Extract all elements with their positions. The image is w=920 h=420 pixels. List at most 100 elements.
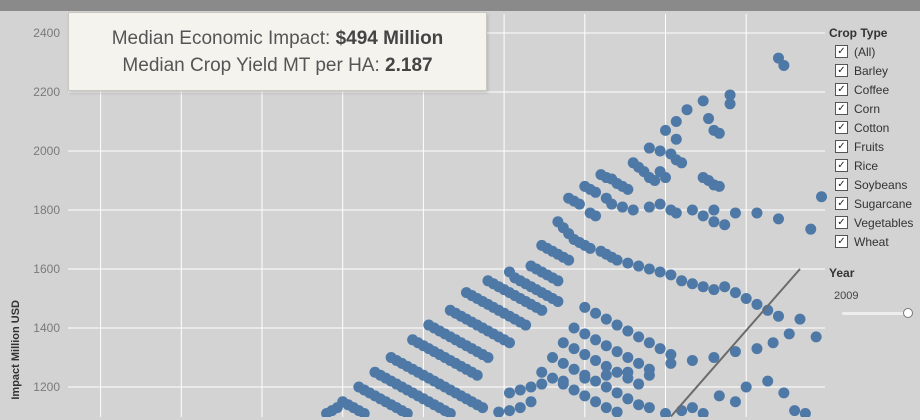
data-point xyxy=(778,59,790,71)
filter-item[interactable]: ✓ Fruits xyxy=(829,137,920,156)
filter-item[interactable]: ✓ Vegetables xyxy=(829,213,920,232)
y-tick-label: 2400 xyxy=(33,26,60,40)
filter-item-label: Wheat xyxy=(854,234,889,249)
filter-item[interactable]: ✓ Rice xyxy=(829,156,920,175)
filter-item-label: Cotton xyxy=(854,120,890,135)
data-point xyxy=(697,210,709,222)
filter-item[interactable]: ✓ Soybeans xyxy=(829,175,920,194)
filter-list: ✓ (All) ✓ Barley ✓ Coffee ✓ Corn ✓ Cotton ✓ Fruits ✓… xyxy=(829,42,920,251)
data-point xyxy=(713,390,725,402)
data-point xyxy=(622,325,634,337)
data-point xyxy=(627,204,639,216)
data-point xyxy=(590,396,602,408)
y-tick-label: 1400 xyxy=(33,321,60,335)
data-point xyxy=(729,207,741,219)
data-point xyxy=(579,369,591,381)
checkbox[interactable]: ✓ xyxy=(835,178,848,191)
grid xyxy=(68,14,825,417)
data-point xyxy=(686,402,698,414)
data-point xyxy=(740,381,752,393)
data-point xyxy=(665,357,677,369)
checkbox[interactable]: ✓ xyxy=(835,64,848,77)
data-point xyxy=(557,378,569,390)
data-point xyxy=(536,304,548,316)
data-point xyxy=(600,360,612,372)
data-point xyxy=(708,216,720,228)
data-point xyxy=(724,89,736,101)
data-point xyxy=(724,98,736,110)
data-point xyxy=(778,387,790,399)
data-point xyxy=(471,369,483,381)
data-point xyxy=(643,337,655,349)
data-point xyxy=(713,180,725,192)
data-point xyxy=(606,173,618,185)
data-point xyxy=(622,372,634,384)
data-point xyxy=(493,406,505,417)
data-point xyxy=(590,186,602,198)
checkbox[interactable]: ✓ xyxy=(835,216,848,229)
filter-item-label: (All) xyxy=(854,44,876,59)
data-point xyxy=(805,223,817,235)
checkbox[interactable]: ✓ xyxy=(835,102,848,115)
data-point xyxy=(557,357,569,369)
filter-item[interactable]: ✓ Corn xyxy=(829,99,920,118)
data-point xyxy=(514,402,526,414)
data-point xyxy=(660,172,671,184)
y-axis-title: Impact Million USD xyxy=(10,300,22,400)
top-toolbar-strip xyxy=(0,0,920,11)
yield-value: 2.187 xyxy=(385,54,433,76)
data-point xyxy=(729,396,741,408)
filter-item[interactable]: ✓ (All) xyxy=(829,42,920,61)
checkbox[interactable]: ✓ xyxy=(835,197,848,210)
data-point xyxy=(708,204,720,216)
data-point xyxy=(590,210,602,222)
filter-item-label: Sugarcane xyxy=(854,196,913,211)
data-point xyxy=(665,269,677,281)
data-point xyxy=(536,366,548,378)
filter-item[interactable]: ✓ Sugarcane xyxy=(829,194,920,213)
data-point xyxy=(697,408,709,417)
data-point xyxy=(665,349,677,361)
data-point xyxy=(563,254,575,266)
checkbox[interactable]: ✓ xyxy=(835,83,848,96)
filter-item-label: Coffee xyxy=(854,82,890,97)
data-point xyxy=(654,343,666,355)
data-point xyxy=(358,408,370,417)
data-point xyxy=(477,402,489,414)
data-point xyxy=(649,175,661,186)
filter-item[interactable]: ✓ Cotton xyxy=(829,118,920,137)
checkbox[interactable]: ✓ xyxy=(835,140,848,153)
data-point xyxy=(444,408,456,417)
data-point xyxy=(622,352,634,363)
data-point xyxy=(686,204,698,216)
filter-item-label: Vegetables xyxy=(854,215,914,230)
data-point xyxy=(789,405,801,417)
data-point xyxy=(643,142,655,154)
filter-item[interactable]: ✓ Wheat xyxy=(829,232,920,251)
checkbox[interactable]: ✓ xyxy=(835,121,848,134)
year-slider-track[interactable] xyxy=(842,312,908,315)
data-point xyxy=(810,331,822,343)
data-point xyxy=(633,260,645,272)
data-point xyxy=(579,301,591,313)
filter-item[interactable]: ✓ Coffee xyxy=(829,80,920,99)
data-point xyxy=(751,207,763,219)
data-point xyxy=(762,375,774,387)
filter-item[interactable]: ✓ Barley xyxy=(829,61,920,80)
year-slider-thumb[interactable] xyxy=(903,308,913,318)
data-point xyxy=(547,352,559,363)
data-point xyxy=(622,257,634,269)
checkbox[interactable]: ✓ xyxy=(835,235,848,248)
data-point xyxy=(557,337,569,349)
checkbox[interactable]: ✓ xyxy=(835,45,848,58)
data-point xyxy=(590,354,602,366)
yield-label: Median Crop Yield MT per HA: xyxy=(122,54,380,76)
data-point xyxy=(633,399,645,411)
impact-line: Median Economic Impact: $494 Million xyxy=(112,25,444,52)
y-tick-label: 1800 xyxy=(33,203,60,217)
data-point xyxy=(799,408,811,417)
impact-label: Median Economic Impact: xyxy=(111,27,331,49)
checkbox[interactable]: ✓ xyxy=(835,159,848,172)
data-point xyxy=(321,408,333,417)
data-point xyxy=(633,331,645,343)
